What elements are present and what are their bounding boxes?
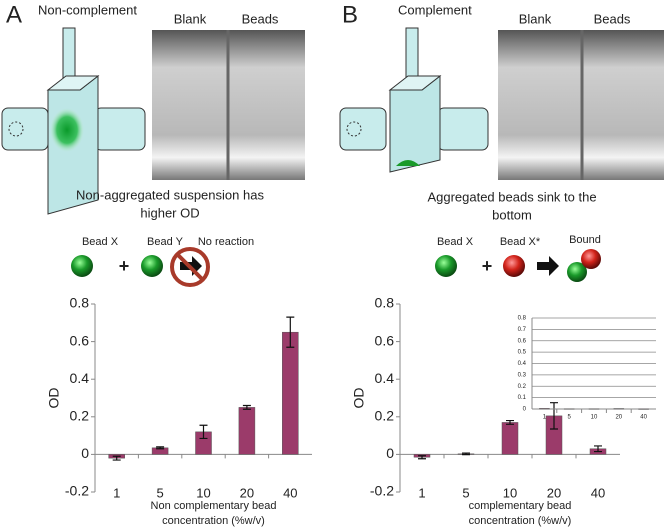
error-bar	[550, 402, 558, 430]
x-axis-label: Non complementary bead	[151, 500, 277, 512]
x-tick-label: 1	[113, 485, 120, 500]
y-axis-label: OD	[351, 388, 367, 409]
cuvette-diagram	[339, 27, 489, 173]
reaction-label: Bead X*	[500, 236, 541, 248]
error-bar	[506, 419, 514, 425]
photo-label: Blank	[519, 11, 552, 26]
x-tick-label: 10	[503, 485, 517, 500]
x-tick-label: 10	[196, 485, 210, 500]
x-tick-label: 20	[615, 415, 622, 421]
x-tick-label: 40	[283, 485, 297, 500]
bar	[563, 408, 575, 410]
reaction-diagram: +	[435, 249, 601, 282]
x-tick-label: 40	[640, 415, 647, 421]
error-bar	[286, 316, 295, 348]
y-tick-label: 0.1	[518, 395, 527, 401]
y-tick-label: -0.2	[370, 483, 394, 499]
bar	[539, 408, 550, 410]
y-tick-label: 0.8	[518, 316, 527, 322]
bar	[501, 422, 519, 455]
x-axis-label: concentration (%w/v)	[162, 515, 265, 527]
y-tick-label: 0.6	[375, 332, 395, 348]
error-bar	[112, 455, 121, 461]
panel-title: Complement	[398, 2, 472, 17]
cuvette-diagram	[1, 27, 146, 215]
y-axis-label: OD	[46, 388, 62, 409]
reaction-label: No reaction	[198, 236, 254, 248]
y-tick-label: 0.4	[518, 361, 527, 367]
caption: bottom	[492, 207, 532, 222]
x-tick-label: 20	[547, 485, 561, 500]
panel-letter: A	[6, 1, 22, 28]
x-tick-label: 1	[418, 485, 425, 500]
y-tick-label: 0	[81, 445, 89, 461]
x-tick-label: 5	[462, 485, 469, 500]
bar	[613, 408, 625, 410]
bar	[282, 331, 299, 455]
reaction-label: Bead X	[82, 236, 119, 248]
caption: higher OD	[140, 205, 199, 220]
y-tick-label: 0	[386, 445, 394, 461]
x-tick-label: 5	[568, 415, 572, 421]
bar	[238, 407, 256, 455]
error-bar	[199, 424, 208, 440]
svg-text:+: +	[482, 256, 493, 276]
y-tick-label: 0.6	[70, 332, 90, 348]
y-tick-label: 0.3	[518, 372, 527, 378]
y-tick-label: 0.2	[518, 384, 527, 390]
y-tick-label: 0.5	[518, 350, 527, 356]
x-tick-label: 1	[543, 415, 547, 421]
x-axis-label: concentration (%w/v)	[469, 515, 572, 527]
y-tick-label: 0.8	[70, 295, 90, 311]
y-tick-label: 0	[523, 407, 527, 413]
svg-text:+: +	[119, 256, 130, 276]
error-bar	[156, 446, 165, 450]
error-bar	[594, 445, 602, 453]
y-tick-label: 0.8	[375, 295, 395, 311]
x-tick-label: 20	[240, 485, 254, 500]
y-tick-label: 0.4	[375, 370, 395, 386]
y-tick-label: 0.7	[518, 327, 527, 333]
caption: Aggregated beads sink to the	[427, 189, 596, 204]
y-tick-label: 0.6	[518, 338, 527, 344]
reaction-label: Bead X	[437, 236, 474, 248]
bar	[638, 408, 649, 410]
panel-letter: B	[342, 1, 358, 28]
x-tick-label: 40	[591, 485, 605, 500]
error-bar	[242, 404, 251, 410]
y-tick-label: 0.2	[70, 408, 90, 424]
y-tick-label: 0.2	[375, 408, 395, 424]
photo-label: Blank	[174, 11, 207, 26]
photo-label: Beads	[242, 11, 279, 26]
y-tick-label: 0.4	[70, 370, 90, 386]
y-tick-label: -0.2	[65, 483, 89, 499]
panel-title: Non-complement	[38, 2, 137, 17]
reaction-diagram: +	[71, 247, 210, 287]
error-bar	[418, 455, 426, 460]
x-tick-label: 5	[156, 485, 163, 500]
x-axis-label: complementary bead	[469, 500, 572, 512]
caption: Non-aggregated suspension has	[76, 187, 264, 202]
photo-label: Beads	[594, 11, 631, 26]
x-tick-label: 10	[591, 415, 598, 421]
error-bar	[462, 452, 470, 456]
reaction-label: Bead Y	[147, 236, 184, 248]
reaction-label: Bound	[569, 234, 601, 246]
bar	[588, 408, 600, 410]
